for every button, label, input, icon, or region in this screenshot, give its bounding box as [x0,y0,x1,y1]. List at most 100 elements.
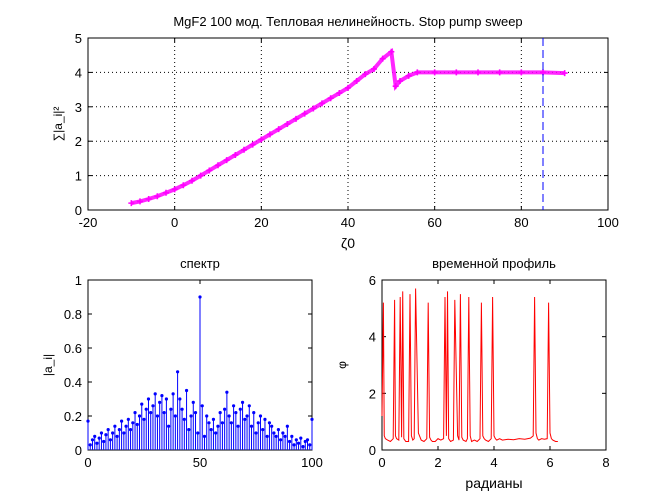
x-tick-label: 50 [193,455,207,470]
stem-marker [281,431,285,435]
x-tick-label: 8 [602,455,609,470]
axes-3 [381,279,607,451]
stem-marker [182,417,186,421]
data-band [130,47,565,206]
stem-marker [122,431,126,435]
y-tick-label: 1 [75,169,82,184]
stem-marker [258,414,263,418]
stem-marker [263,417,267,421]
stem-marker [249,424,254,428]
stem-marker [164,397,168,401]
y-tick-label: 0 [369,443,376,458]
stem-marker [209,428,213,432]
stem-marker [162,411,166,415]
stem-marker [285,424,289,428]
stem-marker [180,407,184,411]
stem-marker [169,407,173,411]
stem-marker [151,404,155,408]
y-tick-label: 0 [75,203,82,218]
stem-marker [128,428,133,432]
stem-marker [153,392,157,396]
stem-marker [205,414,209,418]
stem-marker [276,428,280,432]
stem-marker [99,431,104,435]
stem-marker [303,439,307,444]
stem-marker [272,431,276,435]
stem-marker [200,404,204,408]
y-tick-label: 3 [75,100,82,115]
stem-marker [288,439,292,444]
x-tick-label: 40 [341,215,355,230]
stem-marker [290,434,294,438]
stem-marker [176,370,180,374]
x-tick-label: 2 [434,455,441,470]
stem-marker [88,443,92,447]
stem-marker [202,434,207,438]
stem-marker [133,411,137,415]
chart-title: спектр [180,256,220,271]
y-tick-label: 0 [75,443,82,458]
stem-marker [142,417,146,421]
y-tick-label: 4 [75,65,82,80]
stem-marker [261,428,265,432]
stem-marker [223,407,227,411]
y-tick-label: 2 [369,386,376,401]
stem-marker [198,295,202,299]
x-tick-label: -20 [79,215,98,230]
x-tick-label: 0 [84,455,91,470]
stem-marker [102,439,106,444]
stem-marker [86,419,90,423]
stem-marker [106,428,110,432]
y-tick-label: 0.6 [64,341,82,356]
plot-frame [87,37,609,211]
x-tick-label: 0 [171,215,178,230]
stem-marker [117,428,121,432]
stem-marker [184,388,189,393]
stem-marker [274,434,278,438]
stem-marker [193,411,198,415]
stem-marker [240,400,245,404]
x-tick-label: 60 [427,215,441,230]
stem-marker [294,438,298,442]
stem-marker [131,421,135,425]
stem-marker [189,414,193,418]
stem-marker [279,438,283,442]
stem-marker [236,424,240,428]
x-tick-label: 6 [546,455,553,470]
stem-marker [218,411,222,415]
y-tick-label: 4 [369,330,376,345]
stem-marker [305,438,310,442]
stem-marker [247,404,251,408]
stem-marker [90,438,95,442]
stem-marker [97,436,101,440]
stem-marker [137,414,142,418]
stem-marker [283,434,287,438]
stem-marker [229,421,233,425]
stem-marker [301,445,305,449]
x-tick-label: 4 [490,455,497,470]
y-axis-label: φ [335,361,349,369]
x-axis-label: ζ0 [341,235,355,251]
y-tick-label: 2 [75,134,82,149]
stem-marker [146,397,151,401]
stem-marker [292,443,296,447]
stem-marker [265,434,269,438]
stem-marker [115,434,119,438]
stem-marker [211,417,216,421]
stem-marker [238,407,242,411]
stem-marker [207,421,211,425]
stem-marker [144,407,148,411]
stem-marker [299,436,303,440]
stem-marker [232,404,236,408]
x-tick-label: 20 [254,215,268,230]
stem-marker [104,433,108,437]
stem-marker [93,434,97,438]
stem-marker [158,400,162,404]
series-line [381,288,558,443]
stem-marker [243,417,247,421]
chart-title: временной профиль [432,256,556,271]
stem-marker [254,431,258,435]
stem-marker [187,428,191,432]
stem-marker [124,424,128,428]
